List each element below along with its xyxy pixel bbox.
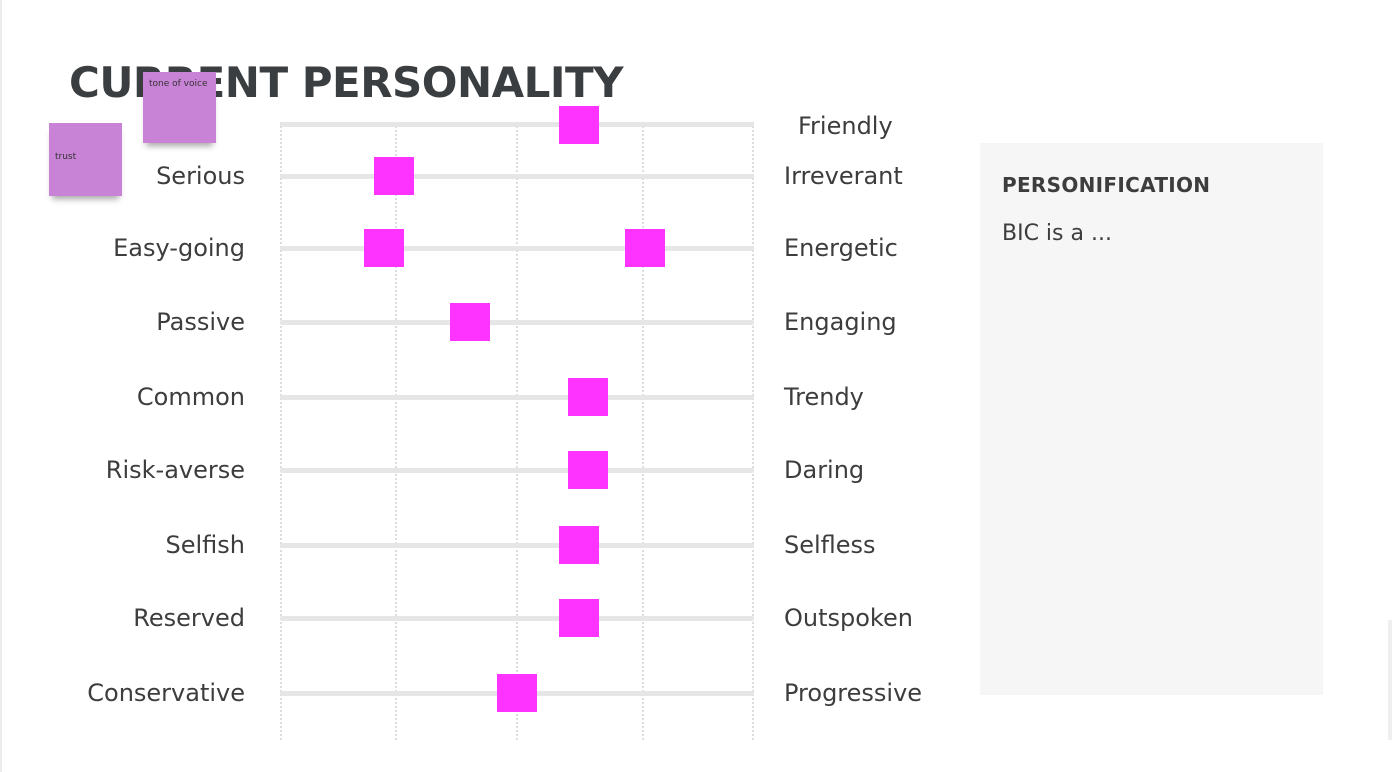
grid-line [395,122,397,740]
scale-marker[interactable] [625,229,665,267]
sticky-note-text: tone of voice [149,79,208,89]
scale-track-top [280,122,754,127]
scale-marker[interactable] [559,526,599,564]
frame-edge-right [1388,620,1392,740]
scale-marker[interactable] [568,451,608,489]
scale-track [280,395,754,400]
scale-right-label: Progressive [784,679,923,707]
scale-right-label: Selfless [784,531,876,559]
scale-left-label: Easy-going [113,234,245,262]
grid-line [280,122,282,740]
scale-left-label: Common [136,383,245,411]
scale-track [280,468,754,473]
scale-track [280,174,754,179]
scale-right-label: Daring [784,456,865,484]
scale-right-label: Outspoken [784,604,913,632]
scale-right-label: Irreverant [784,162,903,190]
scale-marker[interactable] [374,157,414,195]
top-right-label: Friendly [798,112,893,140]
panel-heading: PERSONIFICATION [1002,173,1211,197]
scale-left-label: Passive [156,308,245,336]
scale-track [280,320,754,325]
scale-marker[interactable] [450,303,490,341]
scale-marker[interactable] [364,229,404,267]
scale-left-label: Selfish [165,531,246,559]
sticky-note-tone[interactable]: tone of voice [143,72,216,143]
scale-left-label: Conservative [87,679,245,707]
scale-marker[interactable] [568,378,608,416]
grid-line [642,122,644,740]
scale-marker-top[interactable] [559,106,599,144]
panel-text[interactable]: BIC is a ... [1002,221,1112,246]
sticky-note-trust[interactable]: trust [49,123,122,196]
scale-track [280,246,754,251]
scale-marker[interactable] [559,599,599,637]
scale-track [280,616,754,621]
grid-line [516,122,518,740]
scale-track [280,543,754,548]
grid-line [752,122,754,740]
scale-left-label: Serious [156,162,245,190]
scale-left-label: Reserved [133,604,245,632]
scale-left-label: Risk-averse [105,456,245,484]
frame-edge [0,0,2,772]
sticky-note-text: trust [55,152,77,162]
personification-panel: PERSONIFICATION BIC is a ... [980,143,1323,695]
scale-right-label: Trendy [784,383,864,411]
scale-right-label: Energetic [784,234,898,262]
scale-right-label: Engaging [784,308,897,336]
scale-marker[interactable] [497,674,537,712]
